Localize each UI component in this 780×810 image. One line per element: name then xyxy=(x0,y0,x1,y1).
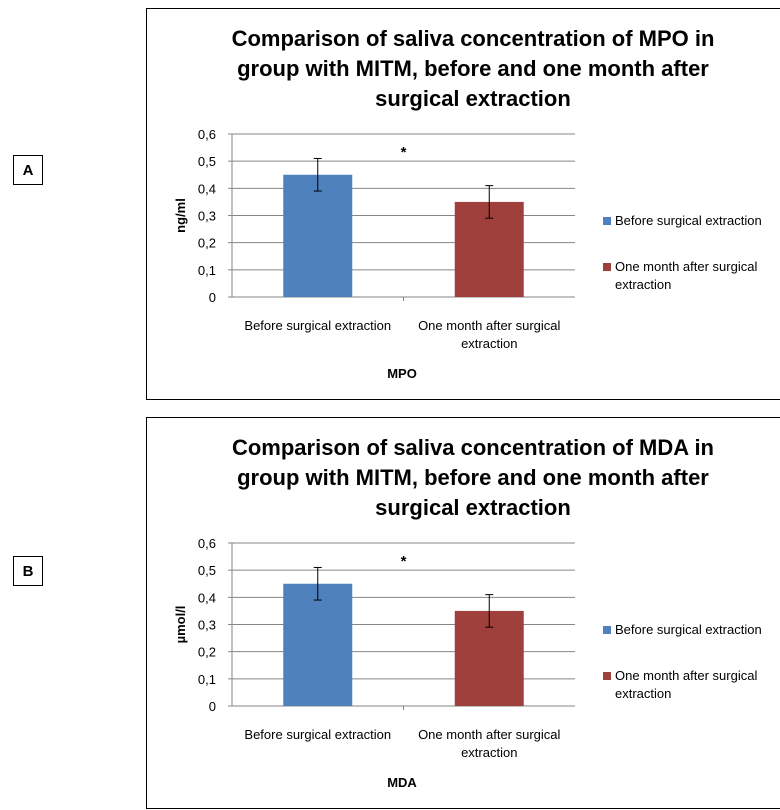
legend-label: Before surgical extraction xyxy=(615,213,762,228)
y-tick-label: 0,4 xyxy=(198,181,216,196)
x-tick-label: One month after surgical xyxy=(418,727,560,742)
panel-label-b-text: B xyxy=(22,562,34,580)
bar xyxy=(283,174,353,297)
y-tick-label: 0,3 xyxy=(198,209,216,224)
significance-star: * xyxy=(401,144,407,161)
y-tick-label: 0,2 xyxy=(198,236,216,251)
chart-title-line: surgical extraction xyxy=(375,86,571,111)
y-tick-label: 0,1 xyxy=(198,263,216,278)
y-axis-label: ng/ml xyxy=(173,198,188,233)
panel-label-a-text: A xyxy=(22,161,34,179)
x-tick-label: Before surgical extraction xyxy=(244,318,391,333)
y-tick-label: 0,5 xyxy=(198,154,216,169)
legend-swatch xyxy=(603,626,611,634)
chart-mpo: Comparison of saliva concentration of MP… xyxy=(173,26,762,381)
legend-label: extraction xyxy=(615,277,671,292)
bar xyxy=(283,583,353,706)
chart-mda: Comparison of saliva concentration of MD… xyxy=(173,435,762,790)
x-tick-label: Before surgical extraction xyxy=(244,727,391,742)
y-tick-label: 0 xyxy=(209,290,216,305)
legend-swatch xyxy=(603,217,611,225)
x-axis-label: MDA xyxy=(387,775,417,790)
y-tick-label: 0,2 xyxy=(198,645,216,660)
chart-panel-b: Comparison of saliva concentration of MD… xyxy=(146,417,780,809)
chart-panel-a: Comparison of saliva concentration of MP… xyxy=(146,8,780,400)
y-tick-label: 0,4 xyxy=(198,590,216,605)
legend-label: One month after surgical xyxy=(615,668,757,683)
y-tick-label: 0,3 xyxy=(198,618,216,633)
chart-title-line: Comparison of saliva concentration of MD… xyxy=(232,435,714,460)
y-tick-label: 0,6 xyxy=(198,127,216,142)
legend-label: extraction xyxy=(615,686,671,701)
y-tick-label: 0,1 xyxy=(198,672,216,687)
legend-swatch xyxy=(603,263,611,271)
y-tick-label: 0 xyxy=(209,699,216,714)
significance-star: * xyxy=(401,553,407,570)
x-axis-label: MPO xyxy=(387,366,417,381)
legend-label: One month after surgical xyxy=(615,259,757,274)
chart-title-line: surgical extraction xyxy=(375,495,571,520)
y-tick-label: 0,6 xyxy=(198,536,216,551)
x-tick-label: One month after surgical xyxy=(418,318,560,333)
y-tick-label: 0,5 xyxy=(198,563,216,578)
chart-title-line: Comparison of saliva concentration of MP… xyxy=(232,26,715,51)
chart-title-line: group with MITM, before and one month af… xyxy=(237,465,709,490)
y-axis-label: µmol/l xyxy=(173,606,188,644)
x-tick-label: extraction xyxy=(461,336,517,351)
x-tick-label: extraction xyxy=(461,745,517,760)
chart-title-line: group with MITM, before and one month af… xyxy=(237,56,709,81)
panel-label-a: A xyxy=(13,155,43,185)
panel-label-b: B xyxy=(13,556,43,586)
legend-swatch xyxy=(603,672,611,680)
legend-label: Before surgical extraction xyxy=(615,622,762,637)
